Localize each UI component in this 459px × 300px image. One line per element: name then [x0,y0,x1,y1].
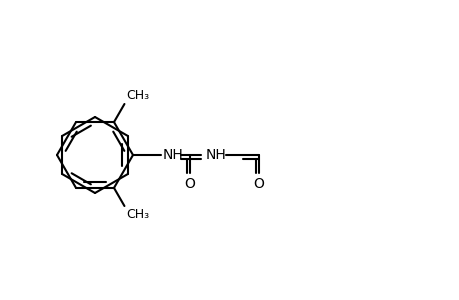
Text: CH₃: CH₃ [126,89,149,102]
Text: O: O [253,177,264,191]
Text: NH: NH [206,148,226,162]
Text: O: O [184,177,195,191]
Text: NH: NH [162,148,183,162]
Text: CH₃: CH₃ [126,208,149,221]
